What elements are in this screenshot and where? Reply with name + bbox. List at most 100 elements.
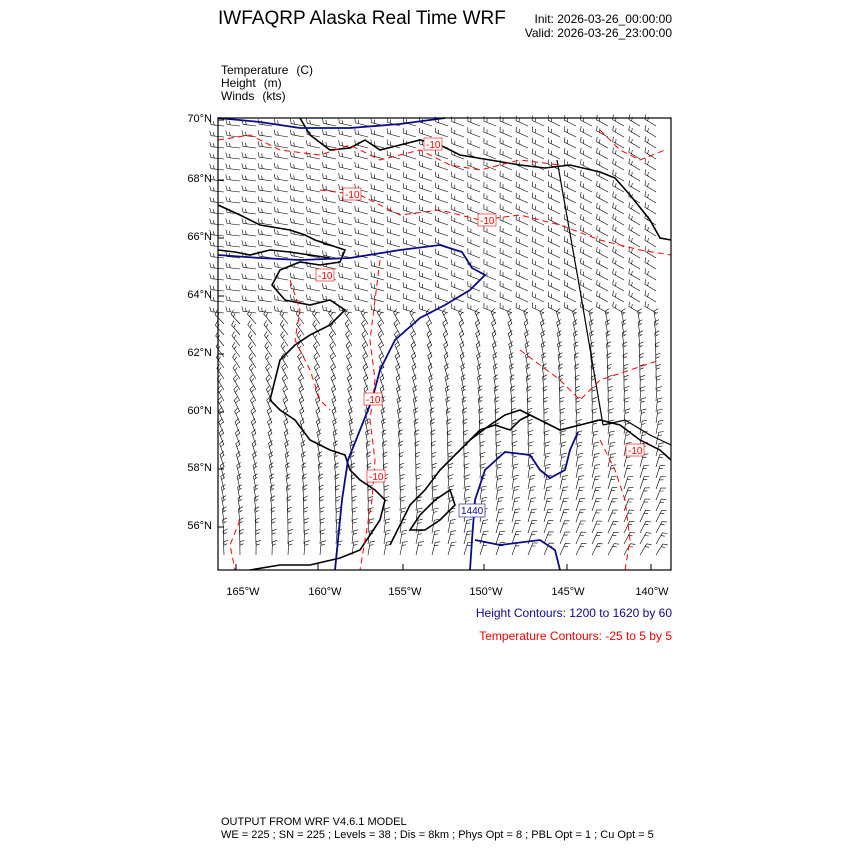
wind-barb xyxy=(644,158,657,171)
wind-barb xyxy=(467,204,481,215)
wind-barb xyxy=(360,308,369,325)
wind-barb xyxy=(515,236,529,248)
wind-barb xyxy=(241,284,257,292)
wind-barb xyxy=(639,509,651,523)
wind-barb xyxy=(507,308,513,325)
wind-barb xyxy=(306,162,321,171)
wind-barb xyxy=(446,418,452,435)
wind-barb xyxy=(612,191,625,204)
wind-barb xyxy=(467,237,481,248)
wind-barb xyxy=(644,114,657,127)
wind-barb xyxy=(402,194,417,204)
wind-barb xyxy=(531,137,545,149)
wind-barb xyxy=(252,462,258,479)
wind-barb xyxy=(564,214,577,226)
wind-barb xyxy=(386,172,401,182)
wind-barb xyxy=(225,273,241,281)
wind-barb xyxy=(301,451,306,468)
wind-barb xyxy=(547,115,561,127)
wind-barb xyxy=(541,352,547,369)
wind-barb xyxy=(402,216,417,226)
wind-barb xyxy=(588,308,593,325)
wind-barb xyxy=(580,158,593,171)
wind-barb xyxy=(655,509,667,523)
wind-barb xyxy=(290,184,305,193)
wind-barb xyxy=(525,374,531,391)
wind-barb xyxy=(543,407,549,424)
wind-barb xyxy=(644,224,657,237)
coast-kotzebue xyxy=(217,249,331,259)
wind-barb xyxy=(557,341,562,358)
wind-barb xyxy=(415,462,421,479)
lon-label: 155°W xyxy=(388,586,422,598)
wind-barb xyxy=(393,308,401,325)
wind-barb xyxy=(655,476,666,490)
wind-barb xyxy=(499,192,513,204)
wind-barb xyxy=(338,117,353,127)
wind-barb xyxy=(402,238,417,248)
lat-label: 62°N xyxy=(187,347,212,359)
wind-barb xyxy=(431,462,437,479)
wind-barb xyxy=(628,158,641,171)
wind-barb xyxy=(483,171,497,182)
wind-barb xyxy=(475,330,481,347)
wind-barb xyxy=(463,519,472,534)
wind-barb xyxy=(607,397,614,413)
wind-barb xyxy=(655,465,666,479)
wind-barb xyxy=(286,506,293,523)
wind-barb xyxy=(564,258,577,270)
wind-barb xyxy=(527,542,538,556)
wind-barb xyxy=(399,507,407,523)
wind-barb xyxy=(547,247,561,259)
wind-barb xyxy=(402,304,417,314)
wind-barb xyxy=(322,217,337,226)
wind-barb xyxy=(623,543,636,556)
wind-barb xyxy=(382,440,387,457)
height-contour-south xyxy=(469,431,579,571)
wind-barb xyxy=(564,181,577,193)
init-time: Init: 2026-03-26_00:00:00 xyxy=(534,12,672,26)
wind-barb xyxy=(547,291,561,303)
wind-barb xyxy=(273,151,289,160)
wind-barb xyxy=(447,541,457,556)
wind-barb xyxy=(515,280,529,292)
wind-barb xyxy=(402,227,417,237)
wind-barb xyxy=(451,259,465,270)
wind-barb xyxy=(639,386,646,402)
wind-barb xyxy=(367,540,376,556)
wind-barb xyxy=(236,473,242,490)
wind-barb xyxy=(483,259,497,270)
wind-barb xyxy=(507,330,513,347)
wind-barb xyxy=(257,295,273,303)
wind-barb xyxy=(402,161,417,171)
wind-barb xyxy=(596,136,609,149)
wind-barb xyxy=(575,542,587,556)
wind-barb xyxy=(495,441,502,457)
wind-barb xyxy=(623,363,629,380)
wind-barb xyxy=(329,341,337,358)
wind-barb xyxy=(451,193,465,204)
wind-barb xyxy=(435,215,449,226)
temperature-contours-legend: Temperature Contours: -25 to 5 by 5 xyxy=(479,629,672,643)
wind-barb xyxy=(515,269,529,281)
wind-barb xyxy=(446,429,452,446)
wind-barb xyxy=(639,476,650,490)
wind-barb xyxy=(483,160,497,171)
wind-barb xyxy=(451,303,465,314)
wind-barb xyxy=(527,463,535,479)
wind-barb xyxy=(605,330,611,347)
wind-barb xyxy=(284,451,290,468)
wind-barb xyxy=(219,440,225,457)
wind-barb xyxy=(257,262,273,270)
wind-barb xyxy=(580,235,593,248)
wind-barb xyxy=(628,125,641,138)
wind-barb xyxy=(383,484,389,501)
wind-barb xyxy=(248,363,257,380)
wind-barb xyxy=(441,308,449,325)
wind-barb xyxy=(225,174,241,182)
wind-barb xyxy=(564,126,577,138)
wind-barb xyxy=(547,214,561,226)
wind-barb xyxy=(459,341,465,358)
wind-barb xyxy=(290,272,305,281)
wind-barb xyxy=(253,473,258,490)
